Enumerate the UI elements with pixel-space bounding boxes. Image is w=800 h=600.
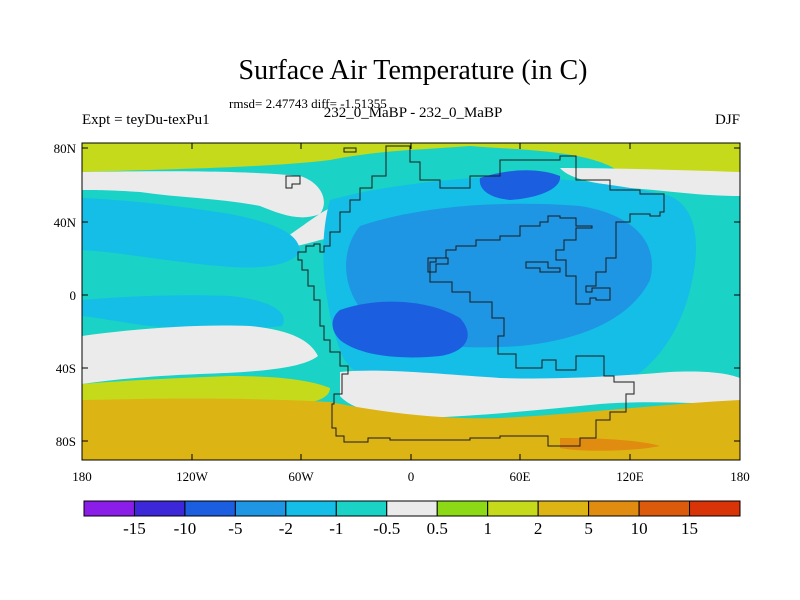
field-south-neutral-east [340,370,740,418]
x-tick-label: 180 [72,469,92,484]
y-tick-label: 80S [56,434,76,449]
x-tick-label: 180 [730,469,750,484]
colorbar-label: -1 [329,519,343,538]
x-tick-label: 60E [510,469,531,484]
island-outline [285,175,301,189]
y-tick-label: 40S [56,361,76,376]
x-tick-label: 60W [288,469,314,484]
colorbar-label: 5 [584,519,593,538]
inland-lake-outline [525,261,561,273]
colorbar-label: -10 [174,519,197,538]
colorbar-label: 15 [681,519,698,538]
field-tropical-cold [82,295,284,329]
arctic-island-outline [343,147,357,153]
colorbar-label: -15 [123,519,146,538]
colorbar-swatch [234,500,287,517]
colorbar-label: -2 [279,519,293,538]
colorbar-label: -5 [228,519,242,538]
colorbar-label: 0.5 [427,519,448,538]
colorbar-swatch [285,500,337,517]
colorbar-swatch [537,500,590,517]
x-tick-label: 0 [408,469,415,484]
field-antarctic-hot [560,438,660,451]
field-north-neutral-west [82,171,324,218]
field-north-neutral-east [560,168,740,196]
colorbar-swatch [133,500,186,517]
colorbar-label: 1 [483,519,492,538]
center-label: 232_0_MaBP - 232_0_MaBP [323,105,503,121]
colorbar-swatch [689,500,741,517]
colorbar-label: 10 [631,519,648,538]
continent-outline [297,145,665,447]
field-south-neutral-west [82,325,318,384]
colorbar-swatch [184,500,236,517]
y-tick-label: 40N [54,215,77,230]
x-tick-label: 120E [616,469,644,484]
colorbar-swatch [335,500,388,517]
temperature-field [82,143,740,460]
x-tick-label: 120W [176,469,209,484]
stats-label: rmsd= 2.47743 diff= -1.51355 [229,96,387,111]
field-north-pacific-cold [82,198,300,268]
y-tick-label: 80N [54,141,77,156]
field-south-green [82,376,330,404]
y-tick-label: 0 [70,288,77,303]
colorbar-label: -0.5 [373,519,400,538]
inland-sea-outline [427,257,449,273]
colorbar-swatch [386,500,438,517]
colorbar-swatch [436,500,489,517]
plot-title: Surface Air Temperature (in C) [238,55,588,86]
colorbar-swatch [638,500,691,517]
field-arctic [82,143,740,174]
experiment-label: Expt = teyDu-texPu1 [82,112,210,128]
field-siberia-coldest [479,170,561,200]
colorbar-swatch [83,500,135,517]
colorbar-label: 2 [534,519,543,538]
field-south-coldest [332,301,468,358]
colorbar-swatch [487,500,539,517]
colorbar-swatch [588,500,640,517]
season-label: DJF [714,112,740,128]
